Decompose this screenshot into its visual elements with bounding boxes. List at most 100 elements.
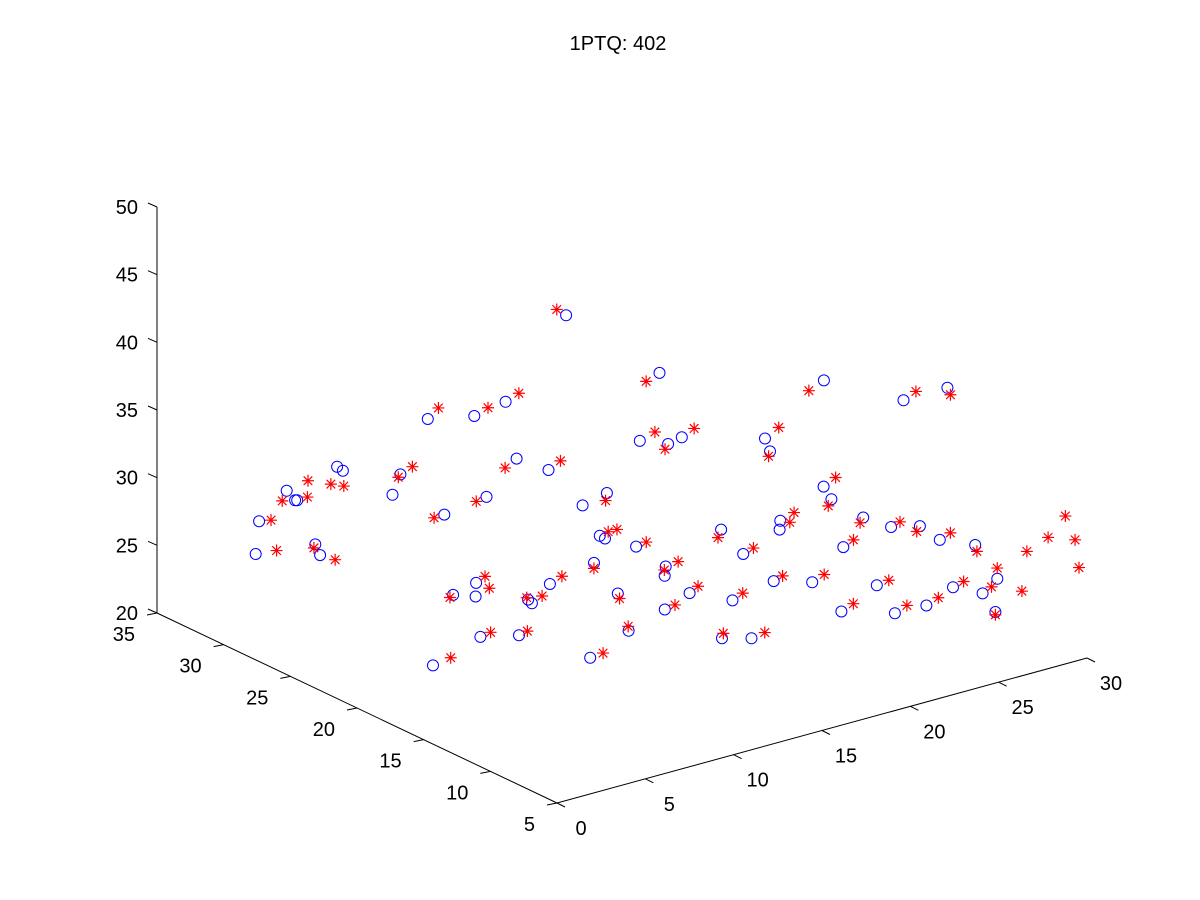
- asterisk-point: [688, 422, 701, 435]
- asterisk-point: [276, 494, 289, 507]
- circle-point: [427, 659, 439, 672]
- circle-point: [421, 413, 434, 425]
- asterisk-point: [484, 626, 497, 639]
- x-tick-mark: [645, 778, 654, 784]
- asterisk-point: [301, 474, 314, 487]
- asterisk-point: [270, 544, 283, 557]
- asterisk-point: [970, 545, 983, 558]
- asterisk-point: [772, 421, 785, 434]
- asterisk-point: [758, 626, 771, 639]
- asterisk-point: [668, 598, 681, 611]
- y-tick-mark: [213, 644, 224, 648]
- asterisk-point: [406, 460, 419, 473]
- asterisk-point: [985, 580, 998, 593]
- circle-point: [653, 366, 666, 379]
- circle-point: [314, 549, 327, 562]
- asterisk-point: [944, 526, 957, 539]
- circle-point: [470, 576, 483, 589]
- y-tick-label: 20: [313, 719, 335, 741]
- circle-point: [280, 484, 293, 497]
- asterisk-point: [944, 388, 957, 401]
- asterisk-point: [329, 553, 342, 566]
- asterisk-point: [392, 471, 405, 484]
- x-tick-label: 0: [575, 818, 586, 840]
- circle-point: [969, 539, 982, 551]
- asterisk-point: [555, 570, 568, 583]
- x-tick-mark: [821, 730, 831, 735]
- circle-point: [522, 593, 535, 606]
- y-tick-mark: [146, 612, 158, 616]
- asterisk-point: [640, 536, 653, 549]
- circle-point: [933, 533, 946, 546]
- z-tick-mark: [147, 608, 158, 614]
- x-tick-mark: [1086, 657, 1096, 663]
- asterisk-point: [512, 387, 525, 400]
- asterisk-point: [893, 515, 906, 528]
- z-tick-label: 35: [116, 400, 138, 422]
- y-tick-label: 10: [446, 782, 468, 804]
- y-tick-mark: [546, 802, 558, 806]
- asterisk-point: [613, 592, 626, 605]
- x-tick-mark: [733, 754, 742, 760]
- asterisk-series: [265, 303, 1085, 664]
- circle-point: [438, 508, 451, 521]
- asterisk-point: [482, 401, 494, 414]
- asterisk-point: [847, 533, 860, 546]
- asterisk-point: [659, 443, 671, 456]
- z-tick-label: 50: [116, 197, 138, 219]
- asterisk-point: [1020, 545, 1033, 558]
- circle-point: [817, 374, 830, 387]
- asterisk-point: [762, 450, 775, 463]
- asterisk-point: [783, 516, 796, 529]
- asterisk-point: [648, 425, 661, 438]
- z-tick-label: 40: [116, 332, 138, 354]
- asterisk-point: [521, 625, 534, 638]
- circle-point: [920, 599, 933, 612]
- circle-point: [474, 630, 487, 643]
- y-tick-label: 25: [246, 687, 268, 709]
- x-tick-label: 20: [923, 721, 945, 743]
- z-tick-label: 20: [116, 603, 138, 625]
- y-tick-mark: [413, 739, 424, 743]
- asterisk-point: [444, 651, 457, 664]
- circle-point: [253, 515, 266, 528]
- asterisk-point: [736, 587, 749, 600]
- asterisk-point: [802, 384, 815, 397]
- circle-point: [513, 629, 525, 642]
- asterisk-point: [829, 471, 842, 484]
- y-tick-label: 35: [113, 624, 135, 646]
- y-tick-label: 30: [179, 656, 201, 678]
- z-tick-label: 30: [116, 468, 138, 490]
- asterisk-point: [640, 375, 653, 388]
- asterisk-point: [932, 591, 945, 604]
- asterisk-point: [776, 569, 789, 582]
- asterisk-point: [307, 541, 320, 554]
- asterisk-point: [1042, 531, 1055, 544]
- asterisk-point: [483, 582, 496, 595]
- z-tick-mark: [147, 270, 158, 276]
- circle-point: [897, 394, 910, 407]
- asterisk-point: [622, 620, 635, 633]
- asterisk-point: [479, 570, 491, 583]
- asterisk-point: [550, 303, 563, 316]
- asterisk-point: [847, 597, 860, 610]
- circle-point: [767, 575, 780, 588]
- asterisk-point: [692, 580, 705, 593]
- asterisk-point: [470, 495, 483, 508]
- asterisk-point: [301, 491, 314, 504]
- asterisk-point: [587, 562, 600, 575]
- asterisk-point: [788, 506, 801, 519]
- x-tick-mark: [910, 705, 919, 711]
- asterisk-point: [554, 454, 567, 467]
- asterisk-point: [520, 591, 533, 604]
- circle-point: [331, 460, 344, 473]
- chart-title: 1PTQ: 402: [570, 33, 667, 55]
- circle-point: [885, 521, 898, 533]
- asterisk-point: [536, 590, 549, 603]
- asterisk-point: [602, 525, 615, 538]
- circle-point: [737, 548, 750, 560]
- circle-series: [249, 309, 1004, 672]
- plot-points: [249, 303, 1085, 672]
